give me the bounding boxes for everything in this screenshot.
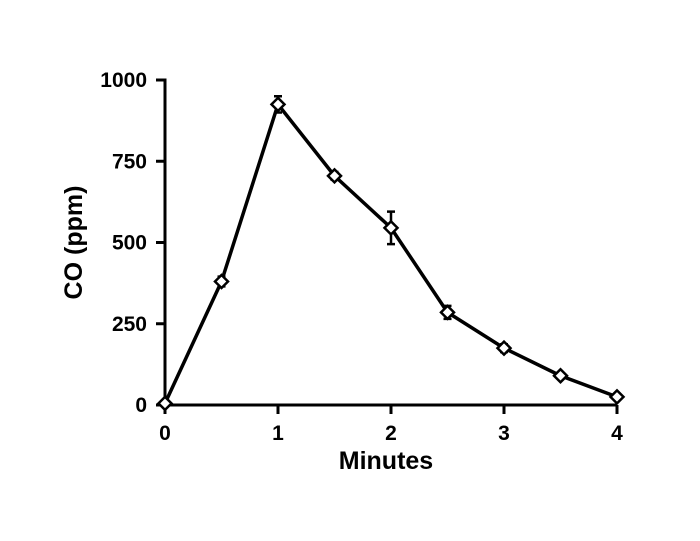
series-line xyxy=(163,102,618,405)
data-point xyxy=(156,395,174,412)
data-point xyxy=(382,219,400,237)
data-point xyxy=(439,304,456,321)
y-tick-label: 1000 xyxy=(100,69,147,92)
x-axis: 0 1 2 3 4 xyxy=(159,403,623,445)
y-tick-label: 250 xyxy=(112,313,147,336)
y-tick-label: 750 xyxy=(112,150,147,173)
data-point xyxy=(269,96,287,113)
series-layer xyxy=(156,95,626,412)
x-ticks: 0 1 2 3 4 xyxy=(159,405,623,445)
y-tick-label: 0 xyxy=(135,394,147,417)
x-tick-label: 1 xyxy=(272,422,284,445)
x-tick-label: 2 xyxy=(385,422,397,445)
x-tick-label: 3 xyxy=(498,422,510,445)
y-axis-title: CO (ppm) xyxy=(60,186,88,300)
y-ticks: 0 250 500 750 1000 xyxy=(100,69,165,417)
data-point xyxy=(495,339,513,357)
data-point xyxy=(608,388,626,406)
data-point xyxy=(552,367,569,385)
x-tick-label: 4 xyxy=(611,422,623,445)
x-axis-title: Minutes xyxy=(339,447,433,475)
data-point xyxy=(213,273,230,290)
y-tick-label: 500 xyxy=(112,232,147,255)
data-point xyxy=(326,167,343,185)
x-tick-label: 0 xyxy=(159,422,171,445)
y-axis: 0 250 500 750 1000 xyxy=(100,69,167,417)
